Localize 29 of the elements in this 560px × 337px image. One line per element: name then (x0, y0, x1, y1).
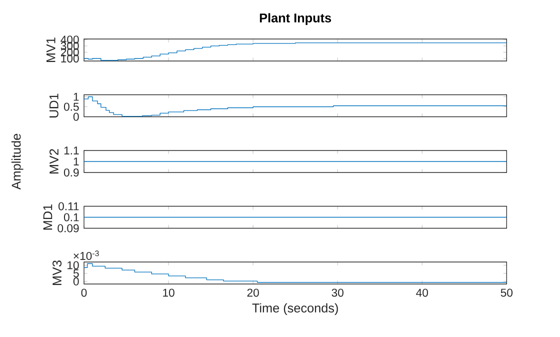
y-tick-label: 0.11 (58, 202, 79, 210)
y-tick-label: 1.1 (64, 146, 79, 154)
y-axis-title: MV3 (52, 260, 62, 285)
y-axis-title: MD1 (43, 204, 52, 230)
y-tick-label: 100 (61, 54, 79, 62)
y-tick-label: 5 (73, 269, 79, 278)
y-tick-label: 0.5 (64, 102, 79, 111)
y-tick-label: 1 (74, 92, 79, 101)
y-tick-label: 0.09 (58, 224, 79, 232)
y-tick-label: 400 (60, 36, 79, 44)
x-tick-label: 50 (500, 288, 513, 297)
y-tick-label: 10 (68, 261, 79, 270)
x-tick-label: 10 (163, 288, 174, 297)
y-tick-label: 1 (74, 158, 79, 166)
y-tick-label: 0.1 (64, 213, 79, 222)
y-axis-title: MV1 (46, 38, 56, 62)
x-tick-label: 30 (332, 288, 344, 297)
y-axis-title: UD1 (50, 94, 58, 118)
text: ×10$^{-3}$ (74, 250, 99, 260)
x-tick-label: 40 (416, 288, 428, 297)
y-tick-label: 0 (73, 277, 79, 286)
x-tick-label: 0 (81, 288, 87, 297)
x-axis-title: Time (seconds) (252, 303, 338, 316)
text: Amplitude (11, 134, 24, 190)
y-axis-title: MV2 (50, 149, 58, 174)
y-tick-label: 0 (73, 112, 79, 121)
chart-title: Plant Inputs (260, 13, 332, 25)
x-tick-label: 20 (247, 288, 259, 297)
y-tick-label: 0.9 (64, 168, 79, 177)
